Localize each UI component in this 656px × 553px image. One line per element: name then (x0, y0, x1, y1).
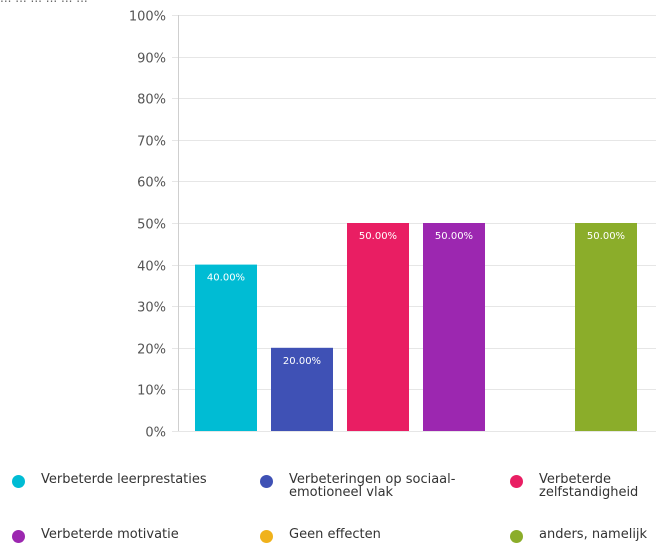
y-tick-label: 60% (137, 176, 166, 191)
y-tick-label: 80% (137, 93, 166, 108)
bar (423, 223, 485, 431)
y-tick-label: 0% (145, 426, 166, 441)
legend-item-verbeterde-zelfstandigheid[interactable]: Verbeterde zelfstandigheid (510, 473, 639, 499)
legend-label: Verbeterde zelfstandigheid (539, 472, 639, 500)
legend-marker-icon (12, 530, 25, 543)
bar (347, 223, 409, 431)
bar-data-label: 40.00% (207, 273, 245, 284)
legend-marker-icon (510, 530, 523, 543)
y-tick-label: 50% (137, 218, 166, 233)
legend-marker-icon (12, 475, 25, 488)
legend-label: anders, namelijk (539, 527, 648, 542)
y-tick-label: 10% (137, 384, 166, 399)
legend-label: Verbeterde motivatie (41, 527, 179, 542)
legend-label: Verbeteringen op sociaal-emotioneel vlak (289, 472, 456, 500)
bar-data-label: 50.00% (435, 231, 473, 242)
legend-item-anders-namelijk[interactable]: anders, namelijk (510, 528, 647, 543)
legend-marker-icon (510, 475, 523, 488)
bar-data-label: 50.00% (587, 231, 625, 242)
y-tick-label: 20% (137, 343, 166, 358)
legend-marker-icon (260, 475, 273, 488)
legend-item-verbeterde-motivatie[interactable]: Verbeterde motivatie (12, 528, 179, 543)
y-tick-label: 40% (137, 260, 166, 275)
legend-item-sociaal-emotioneel[interactable]: Verbeteringen op sociaal-emotioneel vlak (260, 473, 489, 499)
bar (575, 223, 637, 431)
legend-item-geen-effecten[interactable]: Geen effecten (260, 528, 381, 543)
legend-marker-icon (260, 530, 273, 543)
y-tick-label: 90% (137, 52, 166, 67)
y-tick-label: 30% (137, 301, 166, 316)
y-tick-label: 70% (137, 135, 166, 150)
y-tick-label: 100% (129, 10, 166, 25)
legend-label: Geen effecten (289, 527, 381, 542)
legend-label: Verbeterde leerprestaties (41, 472, 207, 487)
bar-data-label: 50.00% (359, 231, 397, 242)
legend-item-verbeterde-leerprestaties[interactable]: Verbeterde leerprestaties (12, 473, 207, 488)
bar (195, 264, 257, 431)
bar (271, 347, 333, 431)
chart-title: ... ... ... ... ... ... (0, 0, 88, 5)
bar-data-label: 20.00% (283, 356, 321, 367)
